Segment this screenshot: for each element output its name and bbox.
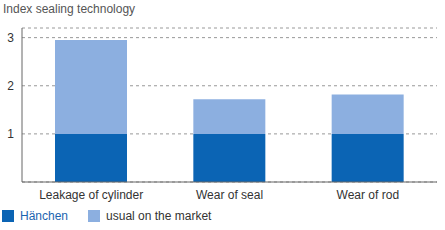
- svg-text:2: 2: [8, 79, 14, 93]
- svg-text:Leakage of cylinder: Leakage of cylinder: [39, 188, 143, 202]
- svg-text:Wear of rod: Wear of rod: [337, 188, 399, 202]
- svg-text:3: 3: [8, 31, 14, 45]
- svg-text:Wear of seal: Wear of seal: [196, 188, 263, 202]
- svg-text:1: 1: [8, 127, 14, 141]
- html-text:Index sealing technology: Index sealing technology: [3, 2, 136, 16]
- html-text:Hänchen: Hänchen: [20, 209, 68, 223]
- html-text:usual on the market: usual on the market: [106, 209, 212, 223]
